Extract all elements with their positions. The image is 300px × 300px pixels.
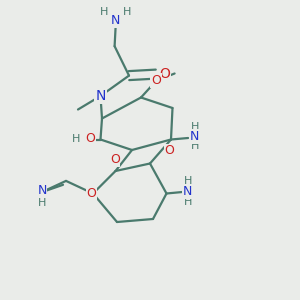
Text: O: O: [151, 74, 161, 87]
Text: N: N: [189, 130, 199, 143]
Text: O: O: [87, 187, 96, 200]
Text: H: H: [191, 141, 199, 152]
Text: O: O: [86, 132, 95, 146]
Text: H: H: [184, 176, 193, 187]
Text: H: H: [38, 198, 46, 208]
Text: H: H: [122, 7, 131, 17]
Text: N: N: [37, 184, 47, 197]
Text: N: N: [111, 14, 120, 27]
Text: H: H: [100, 7, 108, 17]
Text: N: N: [95, 89, 106, 103]
Text: O: O: [110, 153, 120, 167]
Text: O: O: [165, 144, 174, 158]
Text: N: N: [183, 185, 192, 198]
Text: O: O: [159, 67, 170, 81]
Text: H: H: [184, 196, 193, 207]
Text: H: H: [72, 134, 81, 144]
Text: H: H: [191, 122, 199, 133]
